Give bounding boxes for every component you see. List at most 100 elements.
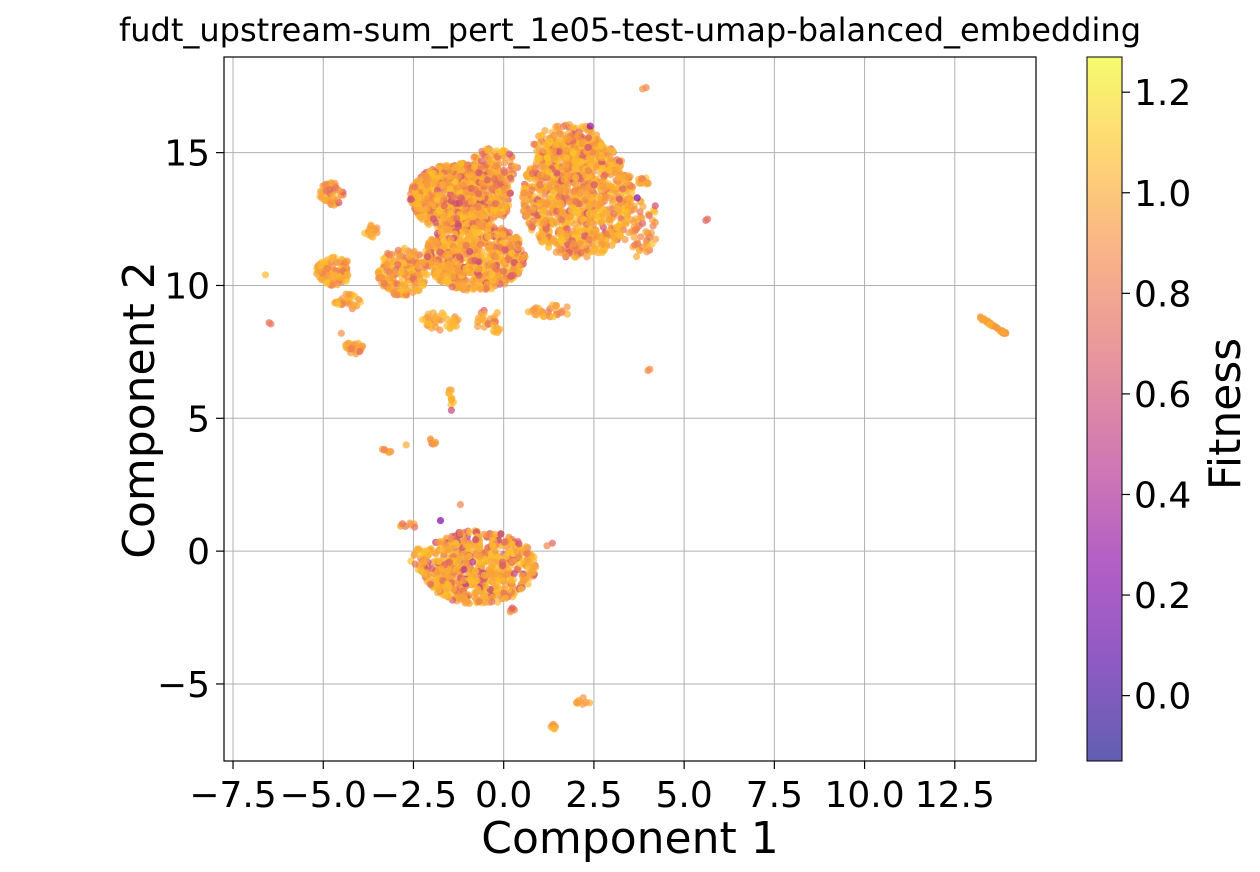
scatter-point xyxy=(557,201,565,209)
scatter-point xyxy=(436,517,445,525)
scatter-point xyxy=(482,582,490,590)
scatter-point xyxy=(598,249,606,257)
scatter-point xyxy=(539,312,547,320)
scatter-point xyxy=(597,200,605,208)
scatter-point xyxy=(499,230,507,238)
scatter-point xyxy=(456,501,464,509)
scatter-point xyxy=(584,143,593,151)
scatter-point xyxy=(523,173,531,181)
scatter-point xyxy=(435,558,444,566)
scatter-point xyxy=(502,177,510,186)
scatter-point xyxy=(450,193,458,201)
scatter-point xyxy=(410,551,418,559)
scatter-point xyxy=(445,389,453,397)
scatter-point xyxy=(431,439,439,447)
scatter-point xyxy=(651,202,659,210)
scatter-point xyxy=(431,314,439,322)
scatter-point xyxy=(492,570,500,578)
scatter-point xyxy=(416,551,425,559)
scatter-point xyxy=(602,209,610,217)
scatter-point xyxy=(564,188,573,196)
scatter-point xyxy=(483,176,492,184)
scatter-point xyxy=(562,154,571,162)
scatter-point xyxy=(500,276,508,284)
scatter-point xyxy=(509,576,517,584)
scatter-point xyxy=(429,215,437,223)
scatter-point xyxy=(540,198,548,206)
scatter-point xyxy=(482,284,490,293)
scatter-point xyxy=(536,181,544,189)
scatter-point xyxy=(528,186,536,194)
scatter-point xyxy=(523,549,531,558)
scatter-point xyxy=(613,204,621,213)
scatter-point xyxy=(552,141,560,149)
x-tick-label: 12.5 xyxy=(915,775,995,816)
scatter-point xyxy=(522,543,531,551)
scatter-point xyxy=(477,285,485,293)
y-tick-label: 5 xyxy=(187,399,210,440)
scatter-point xyxy=(440,312,448,320)
scatter-point xyxy=(608,183,616,191)
scatter-point xyxy=(547,177,556,186)
scatter-point xyxy=(497,148,505,156)
x-tick-label: −2.5 xyxy=(370,775,457,816)
scatter-point xyxy=(438,173,447,181)
scatter-point xyxy=(454,172,462,180)
scatter-point xyxy=(639,219,647,227)
scatter-point xyxy=(520,189,528,197)
scatter-point xyxy=(478,178,486,186)
scatter-point xyxy=(439,180,447,189)
scatter-point xyxy=(500,185,508,193)
scatter-point xyxy=(409,266,417,274)
scatter-point xyxy=(413,200,422,208)
scatter-point xyxy=(345,300,353,308)
scatter-point xyxy=(490,175,499,183)
scatter-point xyxy=(604,145,612,153)
scatter-point xyxy=(978,315,987,323)
scatter-point xyxy=(343,257,351,265)
scatter-point xyxy=(508,604,516,612)
scatter-point xyxy=(648,240,656,248)
scatter-point xyxy=(509,582,517,590)
scatter-point xyxy=(469,558,477,566)
scatter-point xyxy=(422,172,430,180)
scatter-point xyxy=(488,542,496,550)
scatter-point xyxy=(342,290,350,298)
scatter-point xyxy=(502,203,510,211)
plot-area-frame xyxy=(223,56,1037,762)
x-tick-label: 10.0 xyxy=(824,775,904,816)
scatter-point xyxy=(447,216,455,224)
scatter-point xyxy=(552,302,560,310)
scatter-point xyxy=(560,175,568,184)
scatter-point xyxy=(477,157,486,165)
scatter-point xyxy=(569,240,577,248)
scatter-point xyxy=(541,141,549,149)
scatter-point xyxy=(643,248,651,256)
scatter-point xyxy=(454,266,462,274)
scatter-point xyxy=(480,530,488,538)
scatter-point xyxy=(449,316,457,324)
scatter-point xyxy=(435,207,443,215)
scatter-point xyxy=(475,169,483,177)
scatter-point xyxy=(425,551,433,559)
scatter-point xyxy=(628,188,636,196)
colorbar-tick-label: 0.8 xyxy=(1134,274,1191,315)
scatter-point xyxy=(344,271,352,279)
scatter-point xyxy=(406,519,414,527)
scatter-point xyxy=(456,529,464,537)
scatter-point xyxy=(497,530,505,538)
scatter-point xyxy=(625,197,633,205)
scatter-point xyxy=(423,205,431,213)
scatter-point xyxy=(457,159,465,168)
colorbar-tick-label: 1.2 xyxy=(1134,73,1191,114)
scatter-point xyxy=(563,310,571,318)
scatter-point xyxy=(350,302,358,310)
scatter-point xyxy=(383,261,391,269)
scatter-point xyxy=(557,237,566,245)
scatter-point xyxy=(449,544,457,552)
scatter-point xyxy=(461,179,469,187)
scatter-point xyxy=(444,272,452,280)
scatter-point xyxy=(424,319,432,327)
scatter-point xyxy=(446,173,454,181)
